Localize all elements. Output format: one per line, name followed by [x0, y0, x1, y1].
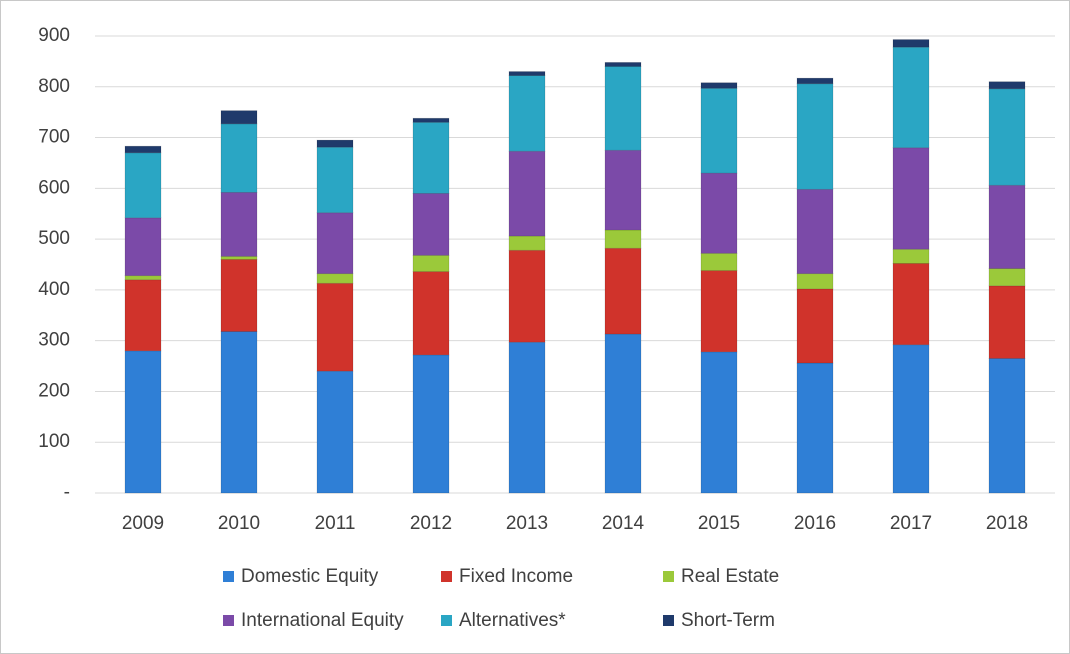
bar-segment: [988, 81, 1026, 90]
bar-segment: [796, 83, 834, 190]
y-tick-label: 700: [38, 127, 70, 148]
y-tick-label: 400: [38, 279, 70, 300]
y-tick-label: 800: [38, 76, 70, 97]
bar-segment: [316, 273, 354, 284]
bar-segment: [796, 362, 834, 494]
x-tick-label: 2011: [315, 513, 356, 534]
bar-segment: [316, 212, 354, 275]
bar-segment: [124, 275, 162, 281]
x-tick-label: 2016: [794, 513, 836, 534]
bar-segment: [220, 110, 258, 125]
y-tick-label: 100: [38, 431, 70, 452]
bar-segment: [508, 75, 546, 152]
bar-segment: [892, 39, 930, 48]
bar-segment: [892, 344, 930, 494]
legend-swatch: [223, 615, 234, 626]
bar-segment: [220, 123, 258, 193]
bar-segment: [220, 191, 258, 257]
y-tick-label: 900: [38, 25, 70, 46]
bar-segment: [604, 149, 642, 231]
bar-segment: [700, 252, 738, 271]
y-tick-label: -: [64, 482, 70, 503]
bar-segment: [796, 77, 834, 85]
bar-segment: [604, 333, 642, 494]
bar-segment: [988, 358, 1026, 494]
x-tick-label: 2010: [218, 513, 260, 534]
bar-segment: [124, 350, 162, 494]
legend-swatch: [663, 615, 674, 626]
y-tick-label: 200: [38, 380, 70, 401]
bar-segment: [700, 87, 738, 174]
bar-segment: [124, 279, 162, 352]
bar-segment: [316, 282, 354, 372]
y-tick-label: 300: [38, 330, 70, 351]
bar-segment: [316, 146, 354, 214]
bar-segment: [412, 117, 450, 123]
legend-swatch: [223, 571, 234, 582]
legend-swatch: [441, 571, 452, 582]
x-tick-label: 2014: [602, 513, 645, 534]
bar-segment: [988, 184, 1026, 269]
bar-segment: [508, 71, 546, 77]
bar-segment: [508, 235, 546, 251]
bar-segment: [700, 351, 738, 494]
legend-swatch: [441, 615, 452, 626]
bar-segment: [412, 193, 450, 256]
bar-segment: [700, 270, 738, 353]
x-tick-label: 2013: [506, 513, 548, 534]
bar-segment: [604, 62, 642, 67]
bar-segment: [892, 147, 930, 250]
bar-segment: [892, 263, 930, 346]
bar-segment: [508, 341, 546, 494]
bar-segment: [220, 255, 258, 260]
legend-label: Fixed Income: [459, 566, 573, 587]
bar-segment: [220, 331, 258, 494]
x-tick-label: 2018: [986, 513, 1028, 534]
bar-segment: [796, 188, 834, 275]
bar-segment: [604, 66, 642, 151]
bar-segment: [796, 273, 834, 290]
bar-segment: [604, 229, 642, 249]
legend-label: Alternatives*: [459, 610, 566, 631]
legend-label: Domestic Equity: [241, 566, 379, 587]
bar-segment: [316, 370, 354, 494]
bar-segment: [604, 247, 642, 335]
bar-segment: [412, 254, 450, 273]
bar-segment: [412, 121, 450, 194]
x-tick-label: 2009: [122, 513, 164, 534]
x-tick-label: 2012: [410, 513, 452, 534]
bar-segment: [892, 248, 930, 264]
bar-segment: [988, 88, 1026, 186]
bar-segment: [796, 288, 834, 364]
bar-segment: [700, 82, 738, 89]
bar-segment: [700, 172, 738, 254]
bar-segment: [124, 145, 162, 154]
bar-segment: [892, 46, 930, 149]
legend-label: Short-Term: [681, 610, 775, 631]
bar-segment: [412, 354, 450, 494]
y-tick-label: 500: [38, 228, 70, 249]
bar-segment: [124, 217, 162, 277]
x-tick-label: 2015: [698, 513, 740, 534]
bar-segment: [316, 139, 354, 148]
bar-segment: [124, 152, 162, 219]
bar-segment: [220, 259, 258, 332]
x-tick-label: 2017: [890, 513, 932, 534]
bar-segment: [508, 249, 546, 343]
bar-segment: [508, 150, 546, 237]
legend-label: Real Estate: [681, 566, 779, 587]
legend-swatch: [663, 571, 674, 582]
legend-label: International Equity: [241, 610, 404, 631]
bar-segment: [988, 285, 1026, 359]
bar-segment: [988, 268, 1026, 287]
y-tick-label: 600: [38, 177, 70, 198]
bar-segment: [412, 271, 450, 356]
